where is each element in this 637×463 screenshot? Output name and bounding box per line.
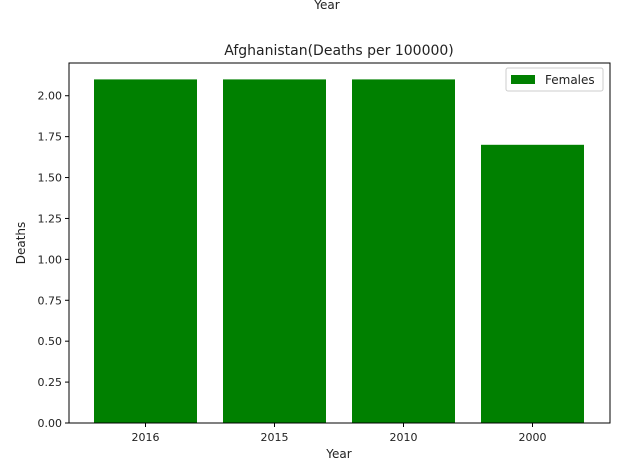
chart-title: Afghanistan(Deaths per 100000) bbox=[224, 43, 454, 59]
x-axis-ticks: 2016 2015 2010 2000 bbox=[132, 423, 547, 444]
bars-group bbox=[94, 79, 584, 424]
legend: Females bbox=[505, 67, 604, 92]
x-axis-label: Year bbox=[325, 447, 351, 461]
bar-2010 bbox=[352, 79, 455, 424]
bar-2000 bbox=[481, 144, 584, 424]
x-tick-label-2010: 2010 bbox=[390, 431, 418, 444]
legend-box bbox=[505, 67, 604, 92]
y-tick-label-1: 0.25 bbox=[38, 376, 63, 389]
x-tick-label-2000: 2000 bbox=[519, 431, 547, 444]
bar-2015 bbox=[223, 79, 326, 424]
y-axis-label: Deaths bbox=[14, 222, 28, 265]
plot-frame bbox=[68, 62, 611, 424]
x-tick-label-2016: 2016 bbox=[132, 431, 160, 444]
y-axis-ticks: 0.00 0.25 0.50 0.75 1.00 1.25 1.50 1.75 2.00 bbox=[38, 90, 69, 430]
y-tick-label-3: 0.75 bbox=[38, 294, 63, 307]
y-tick-label-6: 1.50 bbox=[38, 172, 63, 185]
y-tick-label-8: 2.00 bbox=[38, 90, 63, 103]
y-tick-label-2: 0.50 bbox=[38, 335, 63, 348]
legend-swatch-females bbox=[511, 75, 535, 84]
legend-label-females: Females bbox=[545, 73, 595, 87]
top-axis-label: Year bbox=[313, 0, 339, 12]
x-tick-label-2015: 2015 bbox=[261, 431, 289, 444]
y-tick-label-7: 1.75 bbox=[38, 131, 63, 144]
y-tick-label-5: 1.25 bbox=[38, 212, 63, 225]
bar-2016 bbox=[94, 79, 197, 424]
y-tick-label-4: 1.00 bbox=[38, 253, 63, 266]
y-tick-label-0: 0.00 bbox=[38, 417, 63, 430]
